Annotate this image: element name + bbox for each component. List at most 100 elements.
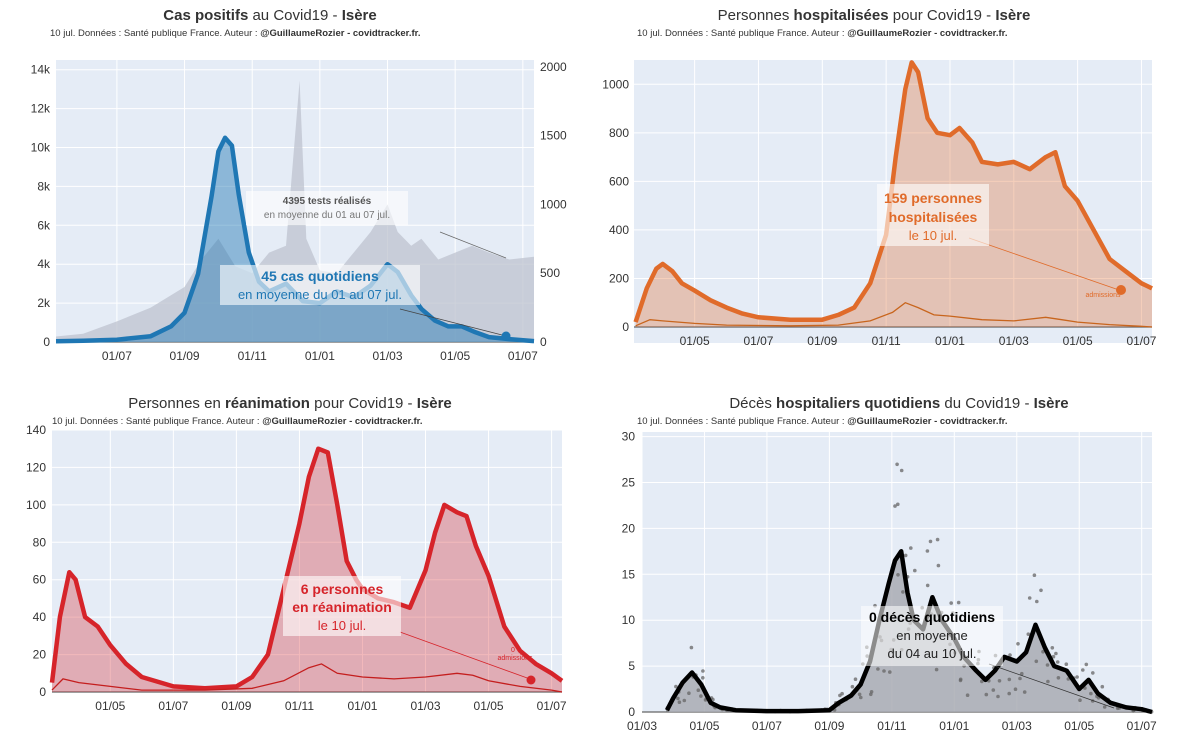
daily-dot xyxy=(1081,668,1085,672)
daily-dot xyxy=(901,590,905,594)
daily-dot xyxy=(928,539,933,544)
plot-area xyxy=(52,430,562,692)
x-tick-label: 01/03 xyxy=(411,699,441,713)
main-line xyxy=(49,446,564,691)
daily-dot xyxy=(1045,663,1050,667)
y-tick-label: 14k xyxy=(31,63,51,77)
daily-dot xyxy=(949,601,953,605)
icu-admissions-count: 0 xyxy=(511,647,515,654)
daily-dot xyxy=(958,677,963,682)
daily-dot xyxy=(677,700,682,704)
x-tick-label: 01/05 xyxy=(689,719,719,733)
daily-dot xyxy=(1018,676,1022,681)
x-tick-label: 01/07 xyxy=(752,719,782,733)
x-tick-label: 01/03 xyxy=(999,334,1029,348)
x-tick-label: 01/09 xyxy=(221,699,251,713)
x-tick-label: 01/03 xyxy=(627,719,657,733)
x-tick-label: 01/07 xyxy=(1127,719,1157,733)
x-tick-label: 01/09 xyxy=(170,349,200,363)
daily-dot xyxy=(1026,632,1031,636)
y-tick-label: 140 xyxy=(26,423,46,437)
x-axis-ticks: 01/07 01/09 01/11 01/01 01/03 01/05 01/07 xyxy=(102,349,538,363)
y-tick-label: 30 xyxy=(622,430,636,444)
cases-chart-svg: Cas positifs au Covid19 - Isère 10 jul. … xyxy=(0,0,589,374)
hospital-last-point-marker xyxy=(1116,285,1126,295)
daily-dot xyxy=(895,462,899,467)
y-tick-label: 20 xyxy=(622,521,636,535)
cases-last-point-marker xyxy=(501,331,511,341)
x-tick-label: 01/01 xyxy=(305,349,335,363)
chart-title: Personnes en réanimation pour Covid19 - … xyxy=(128,395,452,412)
deaths-annotation-line3: du 04 au 10 jul. xyxy=(888,646,977,661)
x-axis-ticks: 01/03 01/05 01/07 01/09 01/11 01/01 01/03 01/05… xyxy=(627,719,1157,733)
y-axis-ticks: 0 2k 4k 6k 8k 10k 12k 14k xyxy=(31,63,51,349)
y-tick-label: 800 xyxy=(609,126,629,140)
daily-dot xyxy=(850,684,855,689)
daily-dot xyxy=(903,553,908,558)
daily-dot xyxy=(1078,698,1082,702)
deaths-annotation-line1: 0 décès quotidiens xyxy=(869,609,995,625)
daily-dot xyxy=(991,688,996,692)
daily-dot xyxy=(1055,660,1060,664)
cases-annotation-arrow xyxy=(399,308,507,337)
daily-dot xyxy=(1027,596,1032,600)
daily-dot xyxy=(935,537,940,542)
y2-tick-label: 1000 xyxy=(540,197,567,211)
daily-dot xyxy=(888,670,892,674)
admissions-line xyxy=(635,301,1153,328)
daily-dot xyxy=(893,504,897,508)
y-tick-label: 0 xyxy=(628,705,635,719)
x-tick-label: 01/03 xyxy=(373,349,403,363)
x-tick-label: 01/01 xyxy=(935,334,965,348)
daily-dot xyxy=(859,695,863,700)
daily-dot xyxy=(853,677,858,681)
chart-panel-cases: Cas positifs au Covid19 - Isère 10 jul. … xyxy=(0,0,589,374)
deaths-annotation-box xyxy=(861,606,1003,666)
cases-annotation-box xyxy=(220,265,420,305)
x-tick-label: 01/03 xyxy=(1002,719,1032,733)
cases-annotation-sub: en moyenne du 01 au 07 jul. xyxy=(238,287,402,302)
daily-dot xyxy=(1035,599,1039,604)
daily-dot xyxy=(1032,573,1037,577)
daily-dot xyxy=(838,693,842,698)
y-axis-ticks: 0 200 400 600 800 1000 xyxy=(602,77,629,334)
deaths-annotation-arrow xyxy=(988,663,1115,709)
cases-annotation-title: 45 cas quotidiens xyxy=(261,268,379,284)
x-tick-label: 01/05 xyxy=(474,699,504,713)
daily-dot xyxy=(689,645,694,650)
icu-annotation-box xyxy=(283,576,401,636)
y-axis-ticks: 0 5 10 15 20 25 30 xyxy=(622,430,636,719)
icu-last-point-marker xyxy=(526,675,536,685)
y2-tick-label: 500 xyxy=(540,266,560,280)
x-tick-label: 01/07 xyxy=(1126,334,1156,348)
daily-dot xyxy=(997,679,1002,683)
daily-dot xyxy=(965,693,970,697)
daily-dot xyxy=(925,583,930,588)
y-tick-label: 5 xyxy=(628,659,635,673)
x-tick-label: 01/05 xyxy=(1063,334,1093,348)
y2-tick-label: 2000 xyxy=(540,60,567,74)
x-tick-label: 01/09 xyxy=(814,719,844,733)
y-tick-label: 600 xyxy=(609,174,629,188)
chart-title: Cas positifs au Covid19 - Isère xyxy=(163,7,376,24)
chart-panel-deaths: Décès hospitaliers quotidiens du Covid19… xyxy=(589,374,1178,748)
y-tick-label: 200 xyxy=(609,271,629,285)
x-tick-label: 01/05 xyxy=(680,334,710,348)
daily-dot xyxy=(956,600,961,605)
x-tick-label: 01/01 xyxy=(939,719,969,733)
series-layer xyxy=(49,446,564,693)
daily-dot xyxy=(1022,690,1027,694)
y-tick-label: 120 xyxy=(26,460,46,474)
daily-dot xyxy=(1091,671,1095,675)
tests-annotation-box xyxy=(246,191,408,225)
daily-dot xyxy=(1007,677,1012,682)
chart-subtitle: 10 jul. Données : Santé publique France.… xyxy=(50,28,420,39)
y-tick-label: 6k xyxy=(37,218,51,232)
x-tick-label: 01/11 xyxy=(877,719,906,733)
daily-dot xyxy=(1008,653,1012,657)
daily-dot xyxy=(1056,676,1061,680)
x-axis-ticks: 01/05 01/07 01/09 01/11 01/01 01/03 01/05 01/07 xyxy=(680,334,1157,348)
y-tick-label: 1000 xyxy=(602,77,629,91)
daily-dot xyxy=(1084,662,1089,667)
y-tick-label: 80 xyxy=(33,535,47,549)
